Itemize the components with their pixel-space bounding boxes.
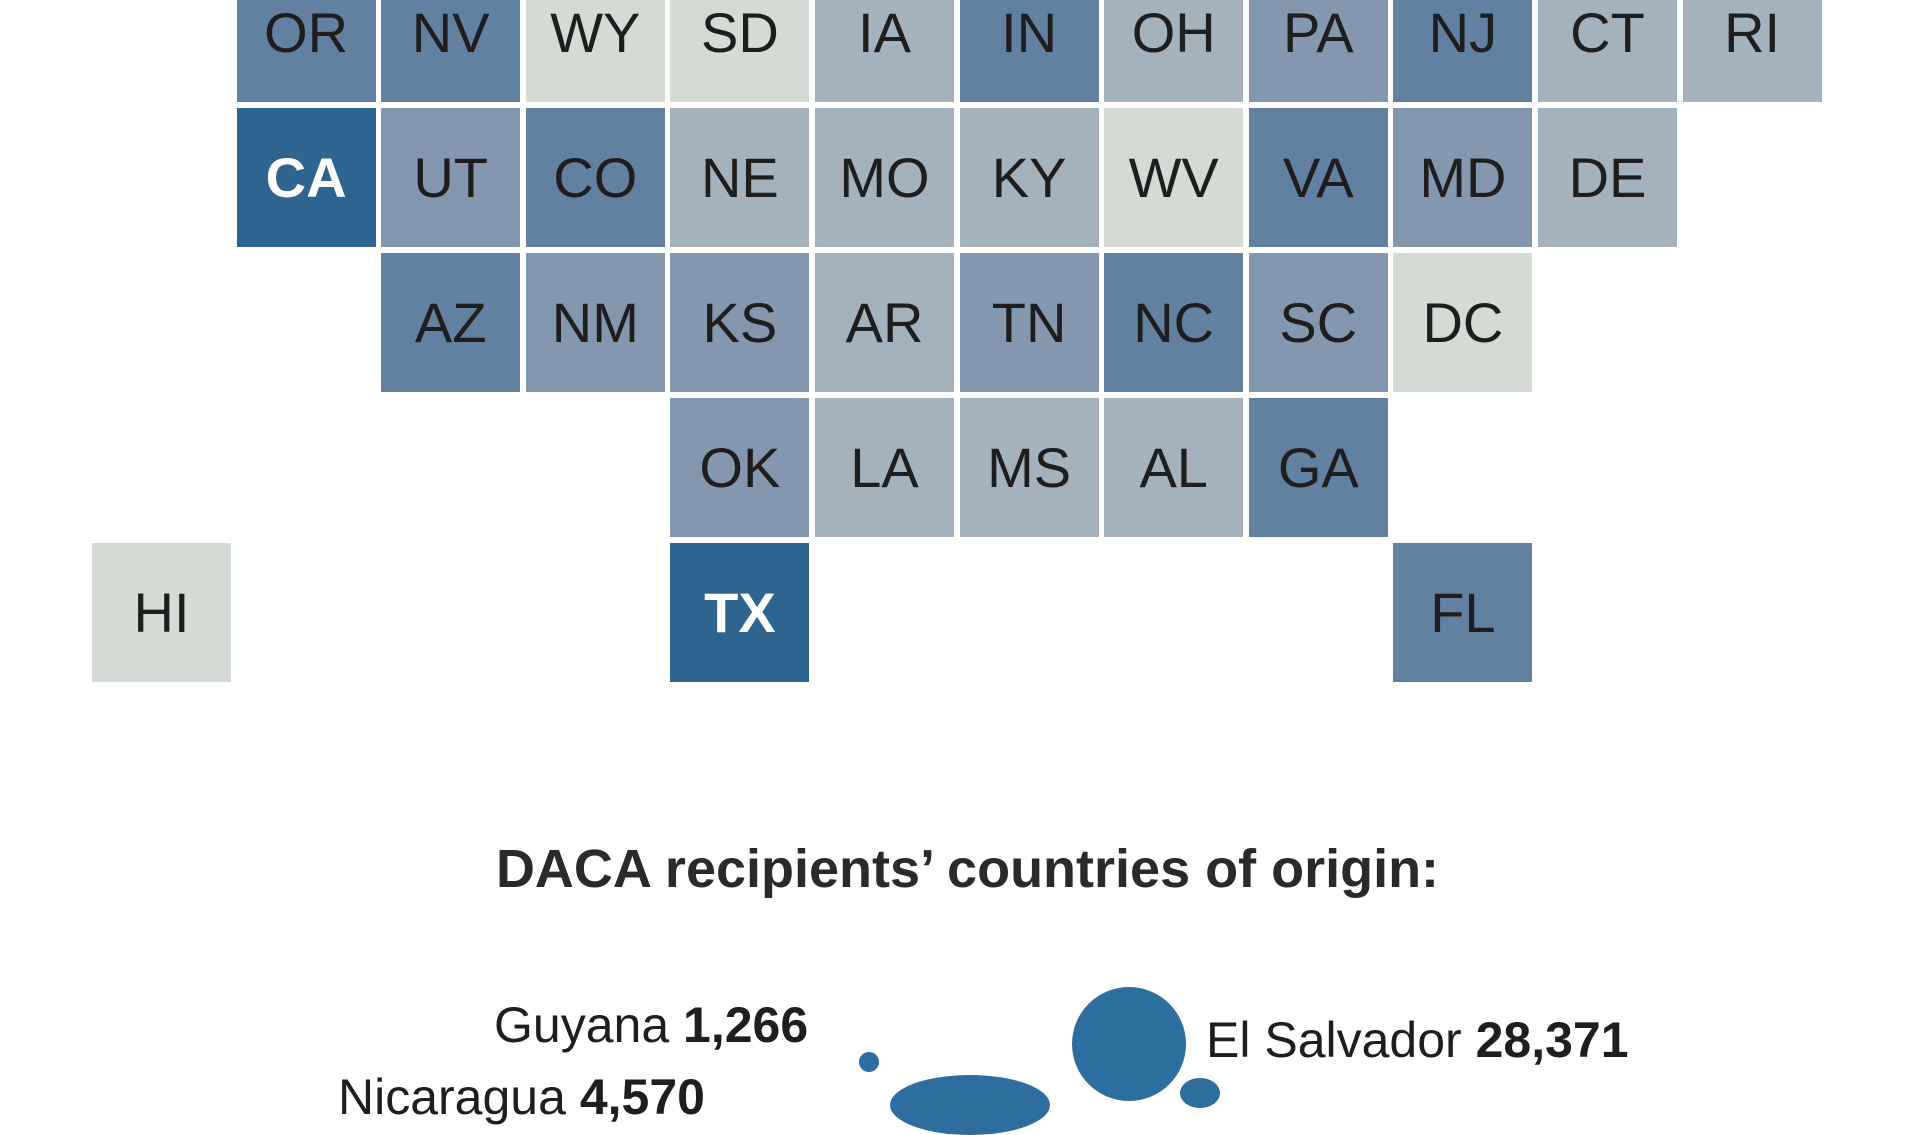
state-tile-ms: MS	[959, 398, 1099, 537]
state-tile-ar: AR	[815, 253, 954, 392]
state-tile-nm: NM	[525, 253, 665, 392]
state-tile-ky: KY	[959, 108, 1099, 247]
state-tile-de: DE	[1538, 108, 1677, 247]
state-tile-nc: NC	[1104, 253, 1244, 392]
state-tile-az: AZ	[381, 253, 521, 392]
state-tile-sd: SD	[670, 0, 810, 102]
state-tile-hi: HI	[92, 543, 231, 682]
state-tile-ct: CT	[1538, 0, 1677, 102]
state-tile-la: LA	[815, 398, 954, 537]
bubble-other	[1180, 1078, 1220, 1108]
state-tile-wy: WY	[525, 0, 665, 102]
state-tile-ok: OK	[670, 398, 810, 537]
state-tile-mo: MO	[815, 108, 954, 247]
label-nicaragua: Nicaragua 4,570	[338, 1069, 705, 1125]
state-tile-sc: SC	[1248, 253, 1388, 392]
label-guyana: Guyana 1,266	[494, 997, 809, 1053]
bubble-nicaragua	[890, 1075, 1050, 1135]
label-el-salvador: El Salvador 28,371	[1206, 1012, 1629, 1068]
state-tile-dc: DC	[1393, 253, 1533, 392]
state-tile-ia: IA	[815, 0, 954, 102]
state-tile-in: IN	[959, 0, 1099, 102]
state-tile-oh: OH	[1104, 0, 1244, 102]
state-tile-tn: TN	[959, 253, 1099, 392]
state-tile-wv: WV	[1104, 108, 1244, 247]
state-tile-md: MD	[1393, 108, 1533, 247]
state-tile-nv: NV	[381, 0, 521, 102]
bubble-el-salvador	[1072, 987, 1186, 1101]
state-tile-or: OR	[236, 0, 376, 102]
state-tile-ut: UT	[381, 108, 521, 247]
state-tile-al: AL	[1104, 398, 1244, 537]
chart-title: DACA recipients’ countries of origin:	[495, 839, 1440, 899]
state-tile-ne: NE	[670, 108, 810, 247]
state-tile-ri: RI	[1682, 0, 1822, 102]
state-tile-ca: CA	[236, 108, 376, 247]
state-tile-ga: GA	[1248, 398, 1388, 537]
state-tile-ks: KS	[670, 253, 810, 392]
state-tile-fl: FL	[1393, 543, 1533, 682]
state-tile-co: CO	[525, 108, 665, 247]
state-tile-tx: TX	[670, 543, 810, 682]
state-tile-pa: PA	[1248, 0, 1388, 102]
state-tile-va: VA	[1248, 108, 1388, 247]
bubble-guyana	[859, 1052, 879, 1072]
state-tile-nj: NJ	[1393, 0, 1533, 102]
